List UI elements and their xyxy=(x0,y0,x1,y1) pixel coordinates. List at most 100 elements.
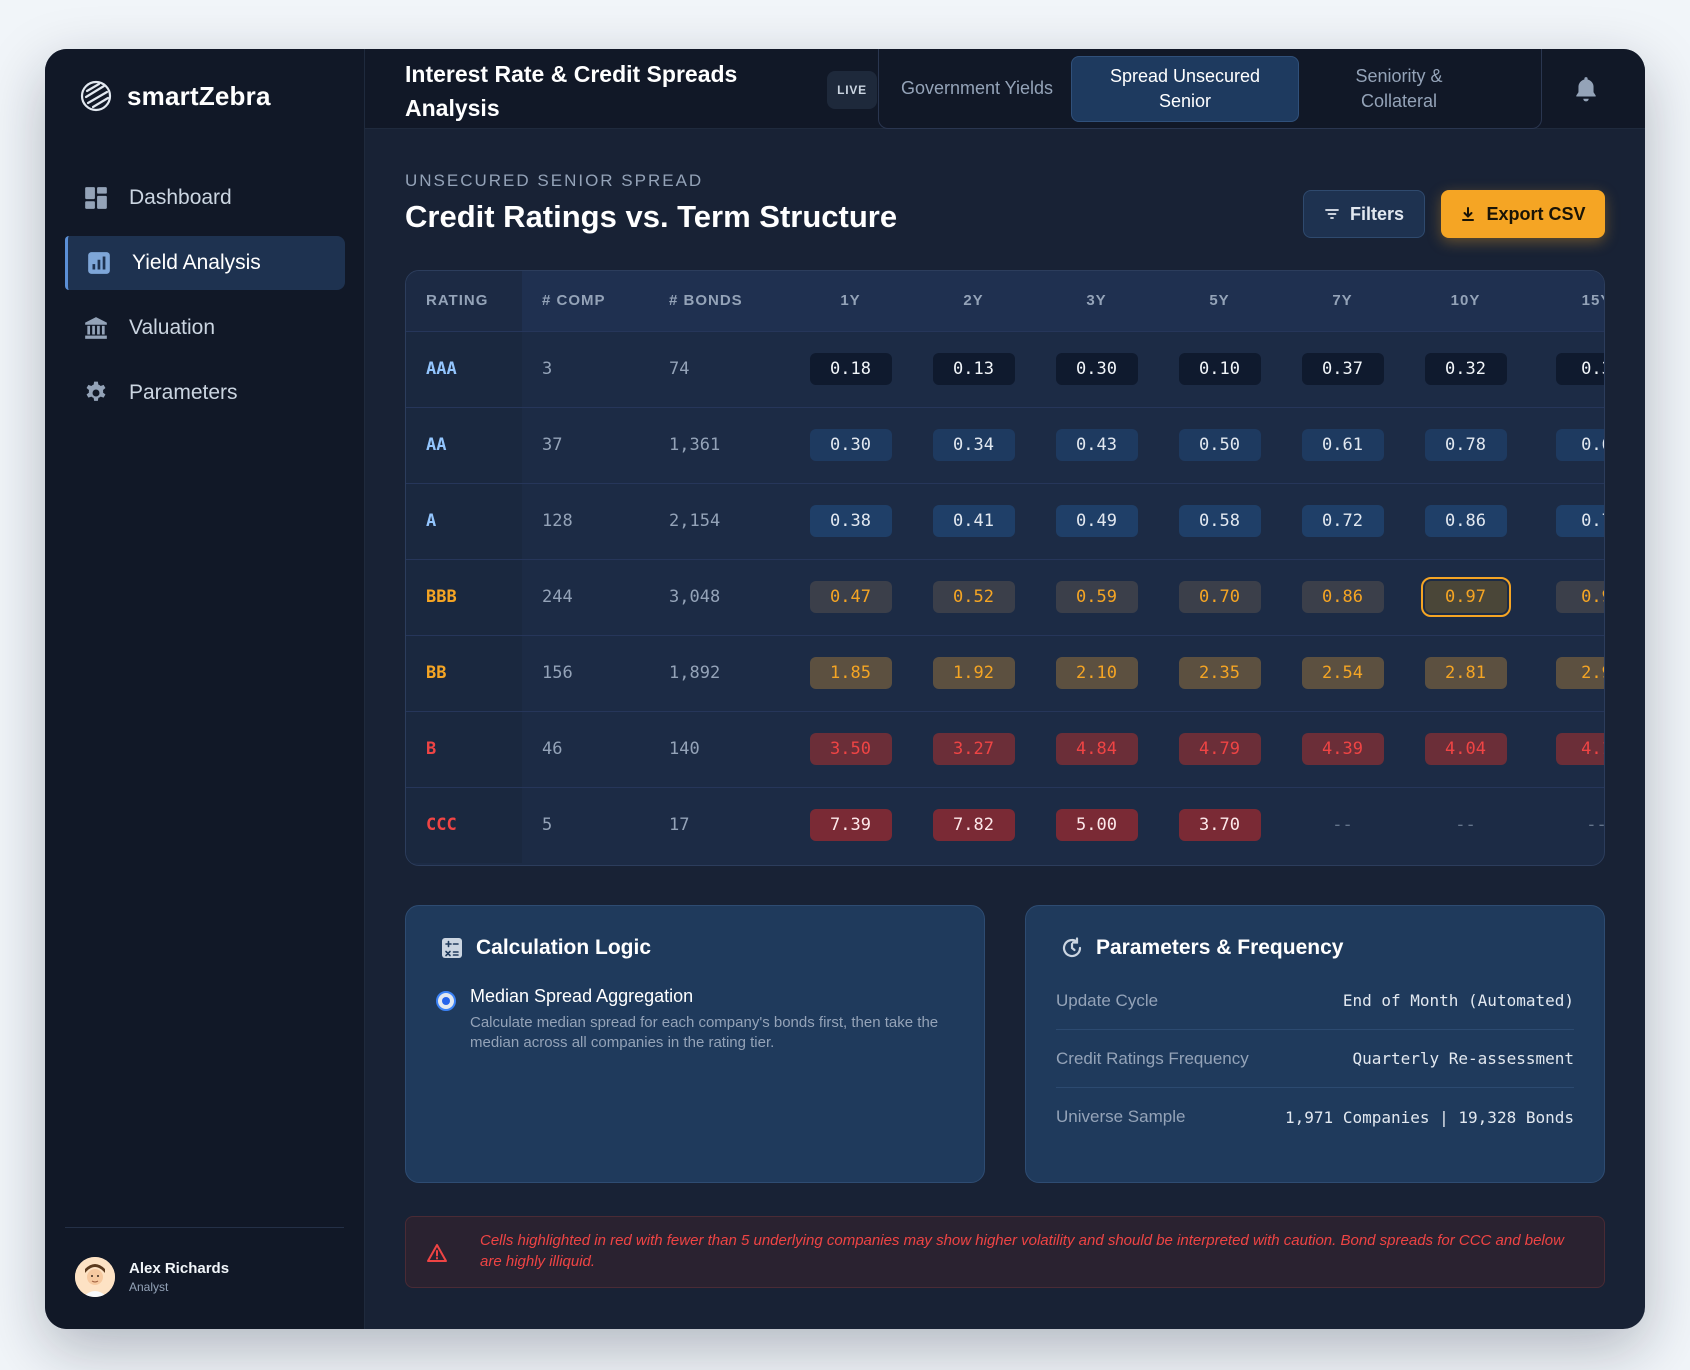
spread-value-pill: 0.13 xyxy=(932,353,1015,385)
sidebar-item-valuation[interactable]: Valuation xyxy=(65,301,345,355)
spread-cell[interactable]: 0.97 xyxy=(1404,558,1527,635)
spread-value-pill: 3.70 xyxy=(1178,809,1261,842)
spread-cell[interactable]: 0.59 xyxy=(1035,558,1158,635)
spread-cell[interactable]: -- xyxy=(1527,786,1604,863)
spread-cell[interactable]: 2.35 xyxy=(1158,634,1281,711)
spread-cell[interactable]: 0.10 xyxy=(1158,330,1281,407)
spread-cell[interactable]: 0.32 xyxy=(1404,330,1527,407)
column-header-15y[interactable]: 15Y xyxy=(1527,271,1604,331)
spread-cell[interactable]: 4.84 xyxy=(1035,710,1158,787)
spread-table-container[interactable]: RATING # COMP # BONDS 1Y 2Y 3Y 5Y 7Y 10Y… xyxy=(405,270,1605,866)
spread-value-pill: 0.97 xyxy=(1420,577,1511,617)
spread-cell[interactable]: 3.27 xyxy=(912,710,1035,787)
spread-cell[interactable]: 0.47 xyxy=(789,558,912,635)
spread-cell[interactable]: 4.79 xyxy=(1158,710,1281,787)
spread-cell[interactable]: 2.10 xyxy=(1035,634,1158,711)
user-profile[interactable]: Alex Richards Analyst xyxy=(75,1257,229,1297)
tab-government-yields[interactable]: Government Yields xyxy=(900,78,1054,98)
median-aggregation-radio[interactable] xyxy=(436,991,456,1011)
spread-cell[interactable]: 3.70 xyxy=(1158,786,1281,863)
spread-cell[interactable]: 0.3 xyxy=(1527,330,1604,407)
spread-cell[interactable]: 2.54 xyxy=(1281,634,1404,711)
column-header-comp[interactable]: # COMP xyxy=(522,271,649,331)
spread-cell[interactable]: 1.92 xyxy=(912,634,1035,711)
column-header-rating[interactable]: RATING xyxy=(406,271,522,331)
spread-value-pill: 0.30 xyxy=(1055,353,1138,385)
spread-cell[interactable]: 4.39 xyxy=(1281,710,1404,787)
spread-cell[interactable]: 4.04 xyxy=(1404,710,1527,787)
spread-cell[interactable]: 0.18 xyxy=(789,330,912,407)
spread-cell[interactable]: 0.43 xyxy=(1035,406,1158,483)
page-title: Interest Rate & Credit Spreads Analysis xyxy=(405,61,738,121)
column-header-7y[interactable]: 7Y xyxy=(1281,271,1404,331)
spread-cell[interactable]: 0.86 xyxy=(1404,482,1527,559)
sidebar-item-label: Yield Analysis xyxy=(132,251,261,274)
spread-cell[interactable]: 2.81 xyxy=(1404,634,1527,711)
bonds-cell: 140 xyxy=(649,710,789,787)
dashboard-icon xyxy=(85,187,107,209)
spread-cell[interactable]: 0.13 xyxy=(912,330,1035,407)
spread-cell[interactable]: 1.85 xyxy=(789,634,912,711)
comp-cell: 46 xyxy=(522,710,649,787)
spread-cell[interactable]: 0.37 xyxy=(1281,330,1404,407)
spread-cell[interactable]: 0.9 xyxy=(1527,558,1604,635)
sidebar-item-dashboard[interactable]: Dashboard xyxy=(65,171,345,225)
spread-cell[interactable]: 0.78 xyxy=(1404,406,1527,483)
spread-cell[interactable]: 7.39 xyxy=(789,786,912,863)
column-header-2y[interactable]: 2Y xyxy=(912,271,1035,331)
brand[interactable]: smartZebra xyxy=(79,79,271,113)
tab-spread-unsecured-senior[interactable]: Spread Unsecured Senior xyxy=(1071,55,1299,122)
column-header-3y[interactable]: 3Y xyxy=(1035,271,1158,331)
avatar-image xyxy=(75,1257,115,1297)
spread-cell[interactable]: 0.41 xyxy=(912,482,1035,559)
spread-cell[interactable]: 0.34 xyxy=(912,406,1035,483)
spread-cell[interactable]: 0.70 xyxy=(1158,558,1281,635)
spread-value-pill: 0.52 xyxy=(932,581,1015,613)
column-header-1y[interactable]: 1Y xyxy=(789,271,912,331)
user-role: Analyst xyxy=(129,1280,169,1294)
spread-value-pill: 0.43 xyxy=(1055,429,1138,461)
avatar xyxy=(75,1257,115,1297)
bank-icon xyxy=(85,317,107,339)
spread-cell[interactable]: -- xyxy=(1404,786,1527,863)
table-row[interactable]: CCC 5 17 7.39 7.82 5.00 3.70 -- -- -- xyxy=(406,786,1604,863)
spread-cell[interactable]: 0.61 xyxy=(1281,406,1404,483)
sidebar-item-yield-analysis[interactable]: Yield Analysis xyxy=(65,236,345,290)
comp-cell: 37 xyxy=(522,406,649,483)
export-csv-button[interactable]: Export CSV xyxy=(1441,190,1605,238)
tab-seniority-collateral[interactable]: Seniority & Collateral xyxy=(1355,65,1443,111)
spread-cell[interactable]: 0.38 xyxy=(789,482,912,559)
spread-cell[interactable]: 2.9 xyxy=(1527,634,1604,711)
bell-icon[interactable] xyxy=(1573,75,1599,103)
spread-cell[interactable]: 7.82 xyxy=(912,786,1035,863)
filters-button[interactable]: Filters xyxy=(1303,190,1425,238)
spread-cell[interactable]: 4.1 xyxy=(1527,710,1604,787)
sidebar-item-parameters[interactable]: Parameters xyxy=(65,366,345,420)
column-header-5y[interactable]: 5Y xyxy=(1158,271,1281,331)
spread-cell[interactable]: 0.72 xyxy=(1281,482,1404,559)
spread-cell[interactable]: 0.52 xyxy=(912,558,1035,635)
spread-cell[interactable]: 5.00 xyxy=(1035,786,1158,863)
spread-value-pill: 0.86 xyxy=(1424,505,1507,537)
column-header-bonds[interactable]: # BONDS xyxy=(649,271,789,331)
spread-cell[interactable]: 0.86 xyxy=(1281,558,1404,635)
spread-cell[interactable]: 0.49 xyxy=(1035,482,1158,559)
spread-value-pill: 0.72 xyxy=(1301,505,1384,537)
column-header-10y[interactable]: 10Y xyxy=(1404,271,1527,331)
spread-cell[interactable]: 0.6 xyxy=(1527,406,1604,483)
spread-cell[interactable]: -- xyxy=(1281,786,1404,863)
spread-cell[interactable]: 0.50 xyxy=(1158,406,1281,483)
bonds-cell: 74 xyxy=(649,330,789,407)
spread-cell[interactable]: 3.50 xyxy=(789,710,912,787)
spread-cell[interactable]: 0.58 xyxy=(1158,482,1281,559)
spread-cell[interactable]: 0.7 xyxy=(1527,482,1604,559)
tab-bar: Government Yields Spread Unsecured Senio… xyxy=(878,49,1542,129)
spread-cell[interactable]: 0.30 xyxy=(1035,330,1158,407)
spread-cell[interactable]: 0.30 xyxy=(789,406,912,483)
